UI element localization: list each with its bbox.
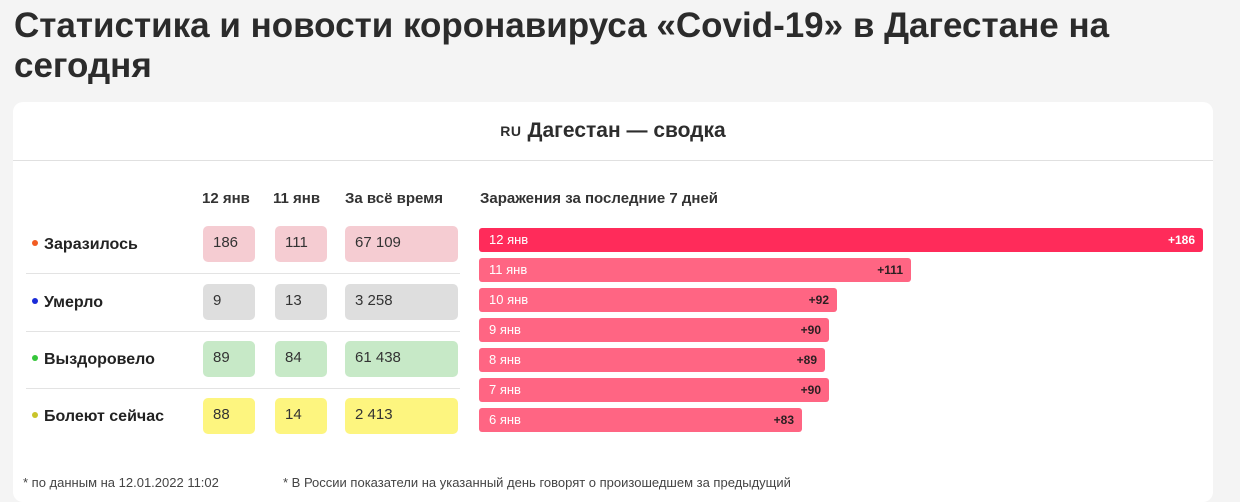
column-header-total: За всё время (345, 190, 443, 207)
summary-card: RU Дагестан — сводка 12 янв 11 янв За вс… (13, 102, 1213, 502)
row-infected: Заразилось 186 111 67 109 (26, 216, 460, 274)
column-header-yesterday: 11 янв (273, 190, 321, 207)
bar-7: 6 янв +83 (479, 408, 802, 432)
footnote-russia-note: * В России показатели на указанный день … (283, 475, 791, 490)
bar-category-label: 10 янв (489, 292, 529, 307)
row-label: Выздоровело (44, 351, 155, 368)
green-dot-icon (32, 354, 38, 361)
orange-dot-icon (32, 239, 38, 246)
row-died: Умерло 9 13 3 258 (26, 274, 460, 332)
bar-2: 11 янв +111 (479, 258, 911, 282)
bar-category-label: 6 янв (489, 412, 521, 427)
bar-value-label: +83 (773, 413, 794, 427)
cell-yesterday: 111 (275, 226, 327, 262)
bar-3: 10 янв +92 (479, 288, 837, 312)
card-header: RU Дагестан — сводка (13, 102, 1213, 161)
bar-category-label: 8 янв (489, 352, 521, 367)
cell-total: 3 258 (345, 284, 458, 320)
cell-yesterday: 14 (275, 398, 327, 434)
bar-6: 7 янв +90 (479, 378, 829, 402)
row-label: Заразилось (44, 236, 138, 253)
cell-total: 67 109 (345, 226, 458, 262)
chart-title: Заражения за последние 7 дней (480, 190, 719, 207)
cell-total: 2 413 (345, 398, 458, 434)
card-title: Дагестан — сводка (527, 119, 726, 142)
bar-category-label: 12 янв (489, 232, 529, 247)
bar-value-label: +186 (1167, 233, 1195, 247)
bar-1: 12 янв +186 (479, 228, 1203, 252)
cell-yesterday: 84 (275, 341, 327, 377)
cell-yesterday: 13 (275, 284, 327, 320)
bar-5: 8 янв +89 (479, 348, 825, 372)
cell-today: 186 (203, 226, 255, 262)
bar-category-label: 7 янв (489, 382, 521, 397)
row-active: Болеют сейчас 88 14 2 413 (26, 388, 460, 445)
cell-total: 61 438 (345, 341, 458, 377)
cell-today: 88 (203, 398, 255, 434)
infections-bar-chart: 12 янв +186 11 янв +111 10 янв +92 9 янв +90 8 я… (479, 228, 1203, 438)
yellow-dot-icon (32, 411, 38, 418)
bar-4: 9 янв +90 (479, 318, 829, 342)
row-recovered: Выздоровело 89 84 61 438 (26, 331, 460, 389)
bar-value-label: +92 (808, 293, 829, 307)
cell-today: 9 (203, 284, 255, 320)
bar-value-label: +90 (800, 383, 821, 397)
ru-flag-icon: RU (500, 123, 522, 139)
bar-value-label: +111 (877, 263, 903, 277)
row-label: Умерло (44, 294, 103, 311)
bar-category-label: 9 янв (489, 322, 521, 337)
bar-value-label: +90 (800, 323, 821, 337)
page-title: Статистика и новости коронавируса «Covid… (14, 6, 1110, 85)
footnote-data-date: * по данным на 12.01.2022 11:02 (23, 475, 219, 490)
bar-value-label: +89 (796, 353, 817, 367)
blue-dot-icon (32, 297, 38, 304)
row-label: Болеют сейчас (44, 408, 164, 425)
column-header-today: 12 янв (202, 190, 250, 207)
bar-category-label: 11 янв (489, 262, 528, 277)
cell-today: 89 (203, 341, 255, 377)
